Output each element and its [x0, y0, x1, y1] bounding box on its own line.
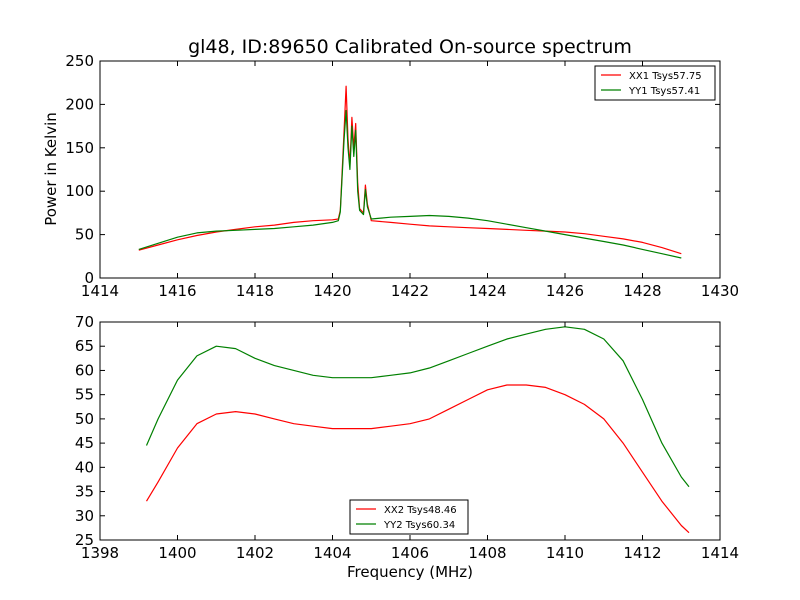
legend-label-0-0: XX1 Tsys57.75: [629, 71, 702, 82]
x-tick-label-0-4: 1422: [391, 282, 429, 300]
bottom-panel-xlabel: Frequency (MHz): [347, 563, 473, 581]
y-tick-label-0-5: 250: [65, 52, 94, 70]
x-tick-label-1-6: 1410: [546, 544, 584, 562]
legend-label-1-0: XX2 Tsys48.46: [384, 505, 457, 516]
y-tick-label-1-8: 65: [75, 337, 94, 355]
series-line-1-0: [145, 384, 690, 534]
y-tick-label-1-5: 50: [75, 410, 94, 428]
y-tick-label-1-4: 45: [75, 434, 94, 452]
legend-1: XX2 Tsys48.46 YY2 Tsys60.34: [349, 499, 469, 535]
y-tick-label-1-2: 35: [75, 483, 94, 501]
y-tick-label-0-0: 0: [84, 269, 94, 287]
figure-title: gl48, ID:89650 Calibrated On-source spec…: [188, 36, 632, 58]
top-panel-ylabel: Power in Kelvin: [42, 112, 60, 226]
x-tick-label-1-4: 1406: [391, 544, 429, 562]
x-tick-label-0-7: 1428: [623, 282, 661, 300]
x-tick-label-0-8: 1430: [701, 282, 739, 300]
y-tick-label-0-3: 150: [65, 139, 94, 157]
top-spectrum-panel: Power in Kelvin 1414 1416 1418 1420 1422 1424…: [42, 52, 739, 300]
x-tick-label-0-0: 1414: [81, 282, 119, 300]
bottom-spectrum-panel: Frequency (MHz) 1398 1400 1402 1404 1406 1408…: [75, 313, 739, 581]
y-tick-label-1-3: 40: [75, 458, 94, 476]
x-tick-label-1-5: 1408: [468, 544, 506, 562]
x-tick-label-1-2: 1402: [236, 544, 274, 562]
x-tick-label-0-1: 1416: [158, 282, 196, 300]
x-tick-label-0-5: 1424: [468, 282, 506, 300]
y-tick-label-0-4: 200: [65, 95, 94, 113]
x-tick-label-1-8: 1414: [701, 544, 739, 562]
series-line-1-1: [145, 326, 690, 488]
y-tick-label-1-6: 55: [75, 386, 94, 404]
legend-box-0: [594, 65, 716, 101]
x-tick-label-0-3: 1420: [313, 282, 351, 300]
y-tick-label-0-2: 100: [65, 182, 94, 200]
y-tick-label-1-1: 30: [75, 507, 94, 525]
x-tick-label-1-7: 1412: [623, 544, 661, 562]
x-tick-label-1-3: 1404: [313, 544, 351, 562]
y-tick-label-1-7: 60: [75, 361, 94, 379]
series-line-0-1: [138, 109, 682, 259]
legend-label-1-1: YY2 Tsys60.34: [383, 520, 455, 531]
x-tick-label-1-1: 1400: [158, 544, 196, 562]
y-tick-label-1-0: 25: [75, 531, 94, 549]
legend-label-0-1: YY1 Tsys57.41: [628, 86, 700, 97]
legend-box-1: [349, 499, 469, 535]
x-tick-label-1-0: 1398: [81, 544, 119, 562]
y-tick-label-0-1: 50: [75, 226, 94, 244]
y-tick-label-1-9: 70: [75, 313, 94, 331]
legend-0: XX1 Tsys57.75 YY1 Tsys57.41: [594, 65, 716, 101]
x-tick-label-0-6: 1426: [546, 282, 584, 300]
x-tick-label-0-2: 1418: [236, 282, 274, 300]
